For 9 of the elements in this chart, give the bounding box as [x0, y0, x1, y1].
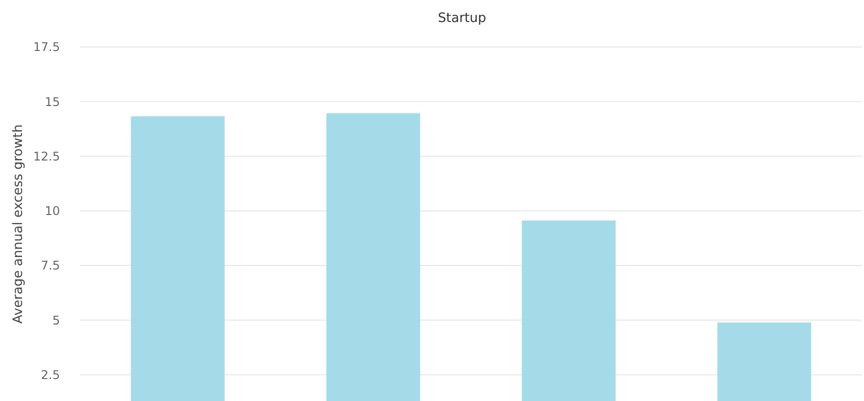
- y-tick-label: 7.5: [40, 258, 60, 273]
- y-tick-label: 12.5: [33, 149, 60, 164]
- y-tick-label: 2.5: [40, 368, 60, 382]
- y-tick-label: 5: [52, 313, 60, 328]
- y-tick-label: 15: [44, 94, 60, 109]
- y-tick-label: 17.5: [33, 40, 60, 54]
- y-tick-label: 10: [44, 204, 60, 218]
- y-axis-title: Average annual excess growth: [11, 124, 26, 324]
- chart-title: Startup: [438, 11, 486, 26]
